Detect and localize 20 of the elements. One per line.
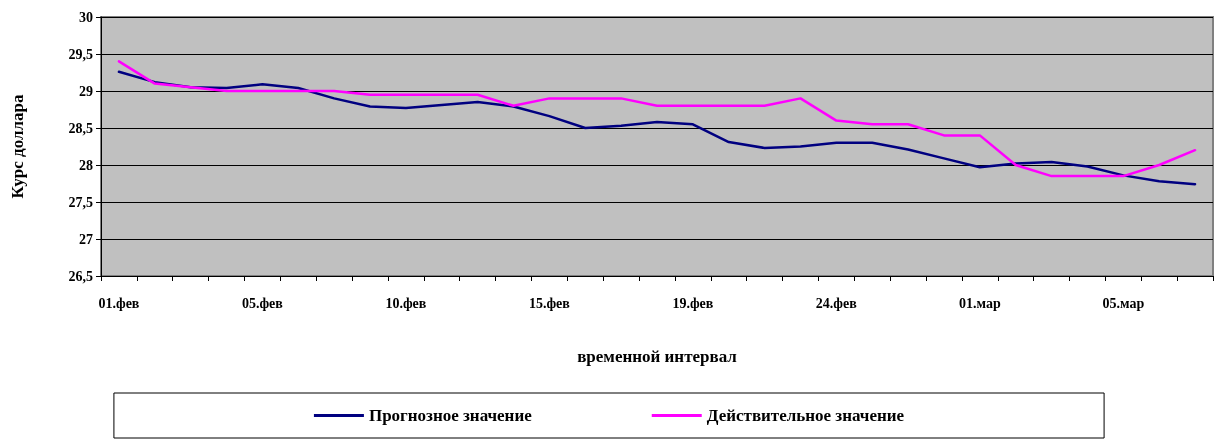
x-tick-label: 05.фев bbox=[241, 295, 284, 311]
y-tick-label: 28,5 bbox=[68, 120, 93, 136]
y-tick-label: 29,5 bbox=[68, 46, 93, 62]
x-tick-label: 24.фев bbox=[815, 295, 858, 311]
y-axis-title: Курс доллара bbox=[8, 93, 27, 199]
y-tick-label: 28 bbox=[79, 157, 93, 173]
x-axis-title: временной интервал bbox=[577, 347, 738, 366]
x-tick-label: 10.фев bbox=[385, 295, 427, 311]
x-tick-label: 01.фев bbox=[98, 295, 140, 311]
y-tick-label: 27,5 bbox=[68, 194, 93, 210]
y-tick-label: 30 bbox=[79, 9, 93, 25]
legend-label: Прогнозное значение bbox=[368, 406, 533, 425]
y-tick-label: 27 bbox=[79, 231, 93, 247]
x-tick-label: 01.мар bbox=[958, 295, 1001, 311]
x-tick-label: 15.фев bbox=[528, 295, 571, 311]
y-tick-label: 26,5 bbox=[68, 268, 93, 284]
y-tick-label: 29 bbox=[79, 83, 93, 99]
x-tick-label: 19.фев bbox=[672, 295, 714, 311]
legend-label: Действительное значение bbox=[706, 406, 905, 425]
x-tick-label: 05.мар bbox=[1102, 295, 1145, 311]
